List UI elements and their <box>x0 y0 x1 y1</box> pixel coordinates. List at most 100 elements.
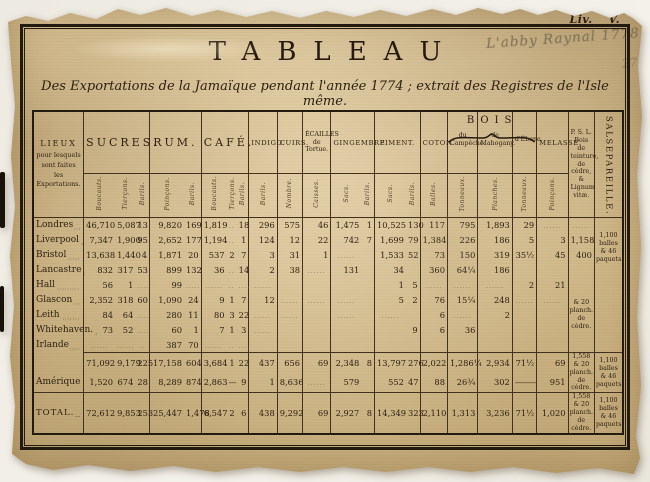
cell-glascon-3: 1,090 <box>149 292 184 308</box>
cell-lancastre-12 <box>361 263 374 278</box>
column-header-cafe: CAFÉ. <box>200 111 251 174</box>
cell-whitehaven-16: 36 <box>446 322 478 338</box>
cell-hall-11 <box>330 277 362 293</box>
cell-whitehaven-17 <box>477 322 513 338</box>
cell-londres-4: 169 <box>186 220 202 231</box>
cell-total-0: 72,612 <box>83 392 115 434</box>
empty-dots: ...... <box>381 314 400 320</box>
row-name-irlande: Irlande <box>36 340 81 350</box>
cell-total-14: 323 <box>405 392 424 434</box>
empty-dots: .. <box>139 343 146 350</box>
cell-somme-1: 9,179 <box>115 351 141 373</box>
cell-bristol-10: 1 <box>302 247 331 263</box>
cell-leith-9: ...... <box>276 307 303 323</box>
unit-label-ebene-0: Tonneaux. <box>511 173 537 218</box>
table-row-total: TOTAL. 72,612 9,853 253 25,447 1,478 6,547 2 6 43… <box>33 392 623 434</box>
cell-somme-20: 1,558 & 20 planch. de cèdre. <box>567 351 595 393</box>
cell-hall-0: 56 <box>83 277 116 293</box>
cell-whitehaven-8: ...... <box>248 322 278 338</box>
empty-dots: .. <box>228 284 235 290</box>
unit-label-piment-0: Sacs. <box>374 173 406 218</box>
cell-total-9: 9,292 <box>276 392 304 434</box>
row-label-hall: Hall <box>33 277 85 293</box>
leader-dots <box>55 287 81 290</box>
page-corner-label: Liv. V. <box>554 13 620 26</box>
exports-table: LIEUX pour lesquels sont faites les Exportat… <box>32 110 624 435</box>
paper-sheet: Liv. V. L'abby Raynal 1778 27 TABLEAU Des… <box>8 8 642 474</box>
cell-londres-9: 575 <box>276 217 303 233</box>
cell-londres-14: 130 <box>407 220 424 231</box>
cell-liverpool-13: 1,699 <box>374 232 406 248</box>
unit-text: Barils. <box>364 181 372 206</box>
cell-whitehaven-15: 6 <box>419 322 448 338</box>
column-header-lieux: LIEUX pour lesquels sont faites les Exportat… <box>33 111 85 218</box>
cell-whitehaven-21 <box>593 322 623 338</box>
cell-leith-10 <box>302 307 331 323</box>
cell-liverpool-9: 12 <box>276 232 303 248</box>
cell-glascon-12 <box>361 293 374 308</box>
cell-whitehaven-1: 52 <box>122 325 134 335</box>
table-row-somme: 71,092 9,179 225 17,158 604 3,684 1 22 437 656 69 2… <box>33 351 623 393</box>
cell-hall-16: ...... <box>446 277 478 293</box>
cell-amerique-7: 9 <box>241 377 247 388</box>
cell-hall-9 <box>276 277 303 293</box>
column-header-salse: SALSEPAREILLE. <box>593 111 623 218</box>
cell-lancastre-10: ...... <box>302 262 331 278</box>
cell-irlande-0: ...... <box>83 337 116 353</box>
cell-londres-0: 46,710 <box>83 217 115 233</box>
cell-londres-13: 10,525 <box>374 217 406 233</box>
unit-text: Barils. <box>138 181 146 206</box>
lieux-title: LIEUX <box>40 139 77 148</box>
cell-whitehaven-11 <box>330 322 362 338</box>
leader-dots <box>67 257 81 260</box>
cell-glascon-15: 76 <box>419 292 448 308</box>
cell-leith-4: 11 <box>188 310 199 320</box>
cell-somme-18: 71½ <box>511 351 537 373</box>
empty-dots: ...... <box>337 314 356 320</box>
row-name-bristol: Bristol <box>36 250 81 260</box>
cell-whitehaven-3: 60 <box>149 322 184 338</box>
cell-liverpool-2: 95 <box>137 235 148 245</box>
exports-table-mount: LIEUX pour lesquels sont faites les Exportat… <box>32 110 624 435</box>
unit-text: Poinçons. <box>548 176 556 211</box>
column-header-ecailles: ÉCAILLES de Tortue. <box>302 111 339 174</box>
cell-londres-6: .. <box>227 218 237 233</box>
cell-total-10: 69 <box>302 392 331 434</box>
cell-hall-19: 21 <box>536 277 569 293</box>
empty-dots: .... <box>238 284 251 290</box>
unit-text: Boucauts. <box>210 176 218 211</box>
cell-londres-2: 13 <box>137 220 148 231</box>
cell-hall-20 <box>567 277 595 293</box>
cell-irlande-3: 387 <box>149 337 184 353</box>
column-label-piment: PIMENT. <box>379 138 415 147</box>
empty-dots: .. <box>228 269 235 275</box>
row-name-amerique: Amérique <box>36 377 85 388</box>
cell-hall-17: ...... <box>477 277 513 293</box>
cell-hall-15: ...... <box>419 277 448 293</box>
unit-text: Sacs. <box>342 184 350 203</box>
empty-dots: ...... <box>281 314 299 320</box>
row-name-lancastre: Lancastre <box>36 265 86 275</box>
cell-londres-3: 9,820 <box>149 217 184 233</box>
cell-somme-10: 69 <box>302 351 331 373</box>
cell-somme-11: 2,348 <box>330 351 362 373</box>
row-label-total: TOTAL. <box>33 392 85 434</box>
cell-whitehaven-18 <box>511 322 537 338</box>
unit-text: Caisses. <box>313 179 321 208</box>
cell-glascon-19: ...... <box>536 292 569 308</box>
cell-hall-14: 5 <box>412 280 418 290</box>
cell-total-18: 71½ <box>511 392 537 434</box>
binding-mark <box>0 172 5 228</box>
row-name-text: Leith <box>36 310 60 320</box>
empty-dots: ...... <box>307 269 326 275</box>
empty-dots: ...... <box>337 299 356 305</box>
cell-irlande-9 <box>276 337 303 353</box>
cell-bristol-14: 52 <box>407 250 419 260</box>
leader-dots <box>60 317 81 320</box>
row-name-text: Lancastre <box>36 265 82 275</box>
cell-glascon-1: 318 <box>117 295 134 305</box>
cell-irlande-5: ...... <box>200 337 227 353</box>
cell-whitehaven-0: 73 <box>83 322 116 338</box>
cell-somme-5: 3,684 <box>200 351 227 373</box>
cell-irlande-12 <box>361 338 374 353</box>
